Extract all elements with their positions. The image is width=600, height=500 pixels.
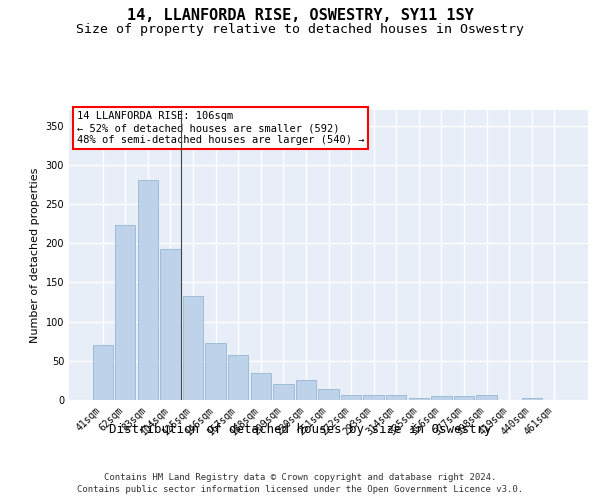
Bar bbox=[296, 380, 316, 400]
Text: Contains public sector information licensed under the Open Government Licence v3: Contains public sector information licen… bbox=[77, 485, 523, 494]
Bar bbox=[454, 396, 474, 400]
Text: Contains HM Land Registry data © Crown copyright and database right 2024.: Contains HM Land Registry data © Crown c… bbox=[104, 472, 496, 482]
Bar bbox=[409, 398, 429, 400]
Bar bbox=[386, 396, 406, 400]
Bar bbox=[228, 356, 248, 400]
Bar bbox=[183, 296, 203, 400]
Y-axis label: Number of detached properties: Number of detached properties bbox=[30, 168, 40, 342]
Bar bbox=[364, 396, 384, 400]
Bar bbox=[521, 398, 542, 400]
Bar bbox=[476, 396, 497, 400]
Bar bbox=[138, 180, 158, 400]
Bar bbox=[431, 396, 452, 400]
Bar bbox=[115, 225, 136, 400]
Bar bbox=[205, 343, 226, 400]
Text: 14, LLANFORDA RISE, OSWESTRY, SY11 1SY: 14, LLANFORDA RISE, OSWESTRY, SY11 1SY bbox=[127, 8, 473, 22]
Text: Size of property relative to detached houses in Oswestry: Size of property relative to detached ho… bbox=[76, 22, 524, 36]
Bar bbox=[160, 248, 181, 400]
Bar bbox=[341, 396, 361, 400]
Bar bbox=[92, 345, 113, 400]
Text: 14 LLANFORDA RISE: 106sqm
← 52% of detached houses are smaller (592)
48% of semi: 14 LLANFORDA RISE: 106sqm ← 52% of detac… bbox=[77, 112, 364, 144]
Bar bbox=[319, 389, 338, 400]
Bar bbox=[273, 384, 293, 400]
Bar bbox=[251, 372, 271, 400]
Text: Distribution of detached houses by size in Oswestry: Distribution of detached houses by size … bbox=[109, 422, 491, 436]
